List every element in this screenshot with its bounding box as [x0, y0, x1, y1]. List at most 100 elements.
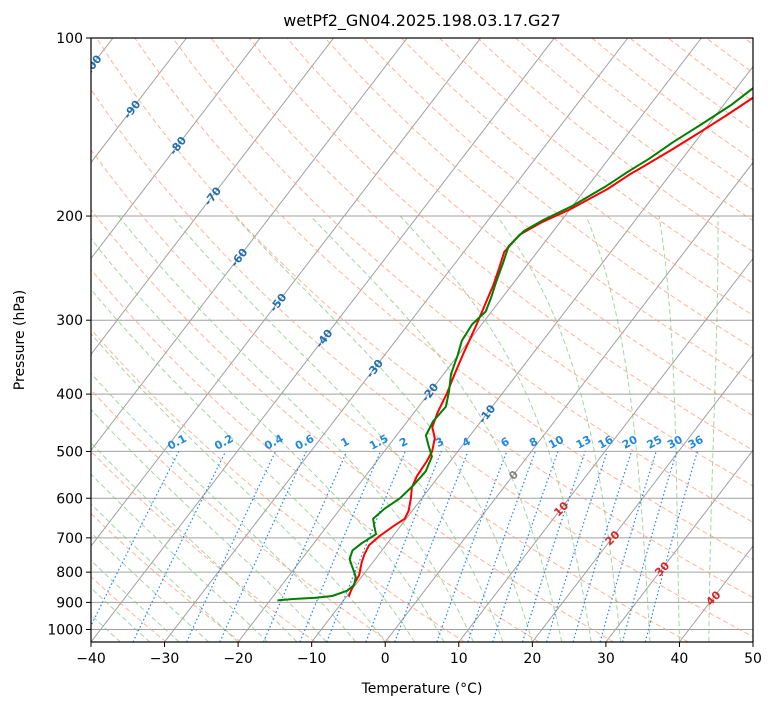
mixing-ratio-line: [262, 451, 348, 642]
isotherm-lines: [91, 38, 753, 642]
moist-adiabat-line: [91, 503, 239, 642]
mixing-ratio-label: 10: [546, 433, 566, 452]
dry-adiabat-line: [91, 328, 465, 642]
x-tick-label: 50: [744, 651, 762, 667]
mixing-ratio-line: [644, 451, 698, 642]
mixing-ratio-line: [546, 451, 608, 642]
y-axis-label: Pressure (hPa): [12, 290, 28, 390]
isotherm-line: [384, 161, 753, 642]
x-tick-label: 0: [381, 651, 390, 667]
dewpoint-line: [277, 86, 753, 602]
dry-adiabat-line: [91, 576, 167, 642]
moist-adiabat-line: [310, 215, 563, 642]
isotherm-line: [91, 38, 482, 547]
mixing-ratio-line: [326, 451, 406, 642]
mixing-ratio-line: [394, 451, 469, 642]
sounding-series: [277, 86, 753, 602]
isotherm-line: [531, 353, 753, 642]
dry-adiabat-line: [96, 38, 753, 599]
moist-adiabat-line: [91, 473, 268, 642]
dry-adiabat-line: [134, 38, 753, 561]
mixing-ratio-line: [572, 451, 633, 642]
isotherm-line: [164, 38, 629, 642]
y-tick-label: 800: [56, 565, 83, 581]
x-tick-label: −20: [223, 651, 253, 667]
isotherm-line: [91, 38, 408, 452]
moist-adiabat-line: [234, 215, 533, 642]
isotherm-line: [311, 65, 753, 642]
x-tick-label: 10: [450, 651, 468, 667]
y-tick-label: 900: [56, 595, 83, 611]
moist-adiabat-line: [585, 215, 651, 642]
moist-adiabat-line: [171, 215, 504, 642]
mixing-ratio-line: [219, 451, 307, 642]
mixing-ratio-label: 16: [596, 433, 616, 452]
mixing-ratio-label: 25: [645, 433, 665, 452]
x-tick-label: 20: [523, 651, 541, 667]
x-tick-label: −40: [76, 651, 106, 667]
dry-adiabat-line: [91, 268, 540, 642]
mixing-ratio-line: [91, 451, 180, 627]
x-axis-label: Temperature (°C): [361, 681, 483, 697]
x-tick-label: 40: [671, 651, 689, 667]
dry-adiabat-line: [91, 148, 689, 642]
y-tick-label: 1000: [47, 622, 83, 638]
moist-adiabat-line: [91, 332, 386, 642]
x-tick-label: −10: [297, 651, 327, 667]
dry-adiabat-line: [91, 389, 391, 642]
dry-adiabat-line: [172, 38, 753, 523]
dry-adiabat-line: [362, 38, 753, 349]
y-tick-label: 400: [56, 387, 83, 403]
mixing-ratio-line: [521, 451, 586, 642]
x-axis-ticks: −40 −30 −20 −10 0 10 20 30 40 50: [76, 642, 762, 667]
mixing-ratio-line: [467, 451, 536, 642]
dry-adiabat-line: [401, 38, 753, 316]
temperature-line: [347, 96, 753, 597]
y-tick-label: 100: [56, 31, 83, 47]
x-tick-label: −30: [150, 651, 180, 667]
y-tick-label: 500: [56, 444, 83, 460]
dry-adiabats: [91, 38, 753, 642]
mixing-ratio-line: [599, 451, 657, 642]
mixing-ratio-line: [622, 451, 678, 642]
mixing-ratio-lines: [91, 451, 698, 642]
dry-adiabat-line: [248, 38, 753, 451]
isotherm-line: [605, 449, 753, 642]
mixing-ratio-label: 36: [686, 433, 706, 452]
dry-adiabat-line: [91, 450, 316, 642]
moist-adiabat-line: [118, 215, 474, 642]
x-tick-label: 30: [597, 651, 615, 667]
dry-adiabat-line: [286, 38, 753, 417]
isotherm-line: [91, 38, 187, 164]
mixing-ratio-line: [365, 451, 442, 642]
mixing-ratio-label: 20: [620, 433, 640, 452]
dry-adiabat-line: [91, 512, 242, 642]
moist-adiabat-line: [91, 372, 357, 642]
y-tick-label: 700: [56, 531, 83, 547]
isotherm-line: [91, 38, 555, 642]
mixing-ratio-label: 13: [574, 433, 594, 452]
moist-adiabats: [91, 215, 719, 642]
moist-adiabat-line: [91, 442, 298, 642]
dry-adiabat-line: [91, 208, 614, 642]
plot-frame: [90, 37, 754, 643]
mixing-ratio-line: [436, 451, 508, 642]
dry-adiabat-line: [91, 88, 753, 638]
mixing-ratio-label: 30: [665, 433, 685, 452]
mixing-ratio-line: [299, 451, 382, 642]
isotherm-line: [91, 38, 334, 356]
y-tick-label: 200: [56, 209, 83, 225]
moist-adiabat-line: [708, 216, 719, 642]
moist-adiabat-line: [658, 215, 680, 642]
mixing-ratio-line: [492, 451, 559, 642]
y-tick-label: 300: [56, 313, 83, 329]
dry-adiabat-line: [439, 38, 753, 284]
moist-adiabat-line: [91, 408, 327, 642]
y-tick-label: 600: [56, 491, 83, 507]
chart-title: wetPf2_GN04.2025.198.03.17.G27: [283, 11, 561, 31]
moist-adiabat-line: [91, 288, 416, 642]
moist-adiabat-line: [91, 237, 445, 642]
isotherm-line: [91, 38, 261, 260]
